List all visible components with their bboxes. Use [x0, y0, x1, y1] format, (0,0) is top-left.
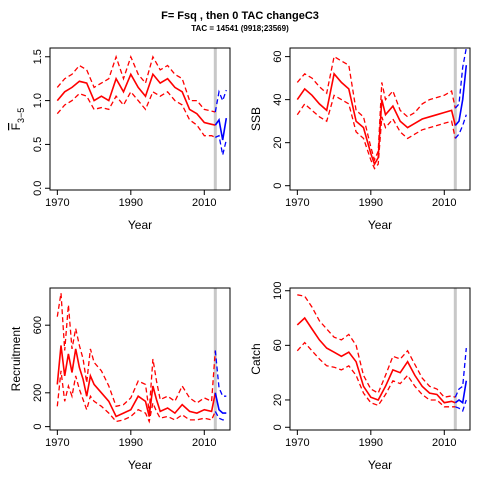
y-tick-label: 600	[32, 316, 44, 334]
chart-panel-2: 1970 1990 2010 Year 0 200 600 Recruitment	[9, 287, 231, 472]
series-history-upper	[297, 294, 456, 398]
y-tick-label: 20	[272, 137, 284, 149]
x-tick-label: 1970	[285, 197, 309, 209]
series-history-lower	[56, 90, 216, 138]
x-axis-label: Year	[128, 458, 152, 472]
y-tick-label: 1.0	[32, 93, 44, 108]
series-projection-median	[214, 117, 228, 141]
y-tick-label: 60	[272, 339, 284, 351]
x-tick-label: 1990	[359, 437, 383, 449]
y-tick-label: 1.5	[32, 49, 44, 64]
y-axis-label: Catch	[249, 343, 263, 374]
x-tick-label: 1970	[45, 197, 69, 209]
series-projection-upper	[214, 350, 227, 397]
y-tick-label: 0	[272, 183, 284, 189]
series-projection-median	[454, 380, 468, 405]
series-history-upper	[56, 54, 216, 113]
x-tick-label: 2010	[432, 197, 456, 209]
x-tick-label: 1970	[45, 437, 69, 449]
x-axis-label: Year	[128, 218, 152, 232]
y-tick-label: 40	[272, 94, 284, 106]
x-tick-label: 2010	[432, 437, 456, 449]
series-projection-lower	[215, 134, 227, 156]
chart-panel-0: 1970 1990 2010 Year 0.0 0.5 1.0 1.5 F3−5	[9, 47, 231, 232]
series-history-lower	[296, 94, 456, 170]
series-projection-median	[454, 65, 468, 127]
y-tick-label: 0.5	[32, 137, 44, 152]
series-history-lower	[296, 341, 456, 408]
plot-frame	[289, 47, 471, 191]
x-tick-label: 2010	[192, 197, 216, 209]
x-tick-label: 1990	[119, 437, 143, 449]
series-projection-median	[214, 392, 227, 414]
y-axis-label: F3−5	[9, 108, 26, 131]
x-tick-label: 2010	[192, 437, 216, 449]
series-projection-upper	[454, 348, 467, 398]
series-history-median	[56, 345, 217, 418]
series-history-lower	[56, 370, 216, 424]
series-projection-lower	[214, 411, 227, 421]
y-axis-label: SSB	[249, 107, 263, 131]
y-tick-label: 100	[272, 282, 284, 300]
chart-panel-1: 1970 1990 2010 Year 0 20 40 60 SSB	[249, 47, 471, 232]
series-projection-upper	[454, 47, 467, 109]
plot-frame	[49, 47, 231, 191]
plot-frame	[289, 287, 471, 431]
series-history-upper	[56, 292, 216, 412]
series-projection-upper	[214, 89, 227, 113]
y-tick-label: 0	[272, 424, 284, 430]
x-axis-label: Year	[368, 458, 392, 472]
figure-subtitle: TAC = 14541 (9918;23569)	[191, 24, 289, 33]
series-history-upper	[296, 55, 456, 162]
series-projection-lower	[454, 114, 467, 139]
series-history-median	[296, 316, 456, 404]
x-tick-label: 1990	[119, 197, 143, 209]
y-axis-label: Recruitment	[9, 326, 23, 391]
y-tick-label: 60	[272, 50, 284, 62]
y-tick-label: 0.0	[32, 181, 44, 196]
figure-title: F= Fsq , then 0 TAC changeC3	[161, 10, 319, 22]
series-history-median	[56, 72, 216, 126]
y-tick-label: 20	[272, 394, 284, 406]
x-tick-label: 1970	[285, 437, 309, 449]
x-axis-label: Year	[368, 218, 392, 232]
y-tick-label: 200	[32, 384, 44, 402]
chart-panel-3: 1970 1990 2010 Year 0 20 60 100 Catch	[249, 282, 471, 472]
x-tick-label: 1990	[359, 197, 383, 209]
series-projection-lower	[455, 399, 467, 412]
plot-frame	[49, 287, 231, 431]
y-tick-label: 0	[32, 424, 44, 430]
